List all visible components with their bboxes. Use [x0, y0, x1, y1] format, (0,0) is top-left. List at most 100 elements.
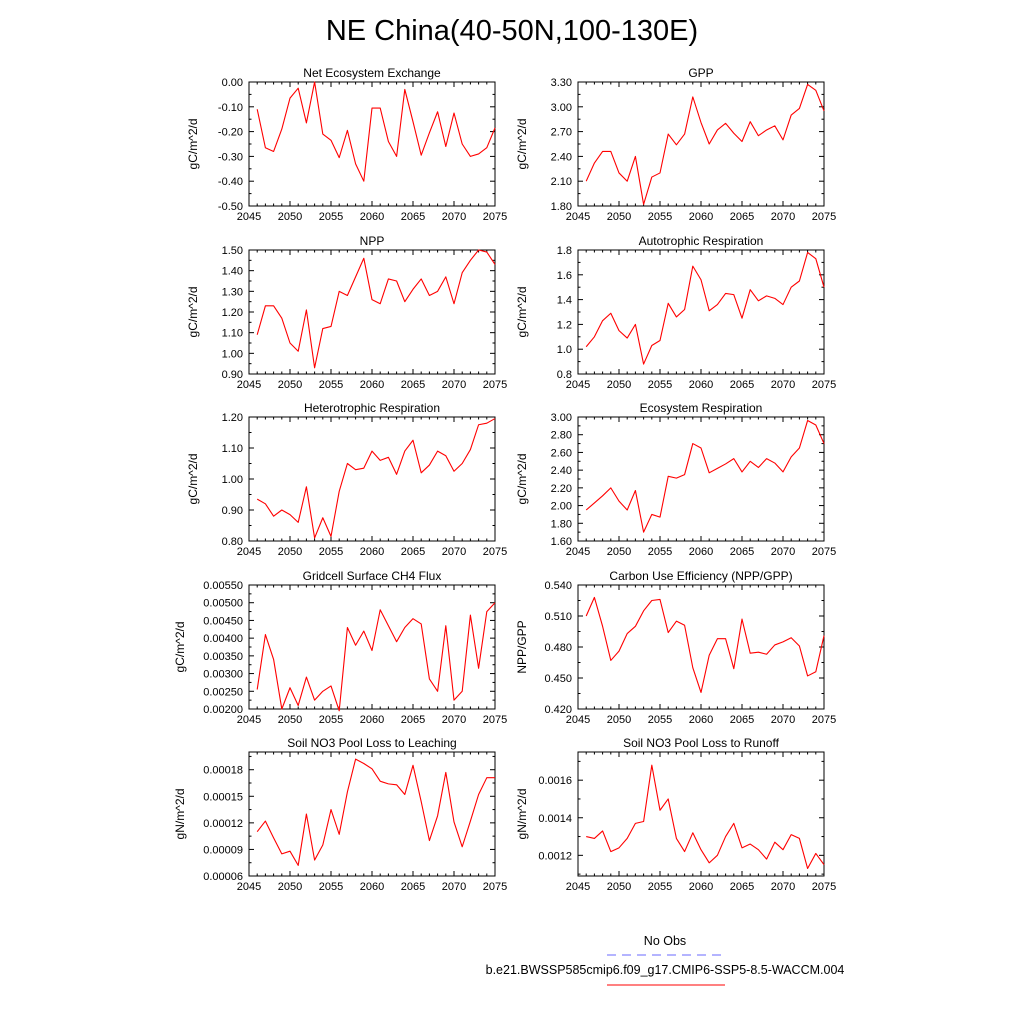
y-tick-label: 3.00	[551, 412, 572, 424]
y-tick-label: 2.10	[551, 176, 572, 188]
panel-soil-no3-pool-loss-to-leaching: Soil NO3 Pool Loss to Leaching gN/m^2/d 20…	[173, 736, 507, 893]
panel-title: Autotrophic Respiration	[639, 234, 764, 248]
x-tick-label: 2055	[648, 379, 672, 391]
x-tick-label: 2060	[689, 211, 713, 223]
x-tick-label: 2065	[730, 546, 754, 558]
y-tick-label: 0.00200	[203, 704, 243, 716]
x-tick-label: 2075	[812, 379, 836, 391]
y-tick-label: 1.0	[557, 344, 572, 356]
panel-npp: NPP gC/m^2/d 2045 2050 2055 2060 2065 2070 2075 0…	[186, 234, 507, 391]
y-axis-label: gN/m^2/d	[173, 789, 187, 840]
plot-frame	[577, 81, 825, 207]
y-tick-label: 0.00550	[203, 580, 243, 592]
y-tick-label: 0.510	[544, 611, 572, 623]
x-tick-label: 2045	[237, 379, 261, 391]
y-tick-label: 1.80	[551, 201, 572, 213]
y-tick-label: 0.00300	[203, 669, 243, 681]
x-tick-label: 2070	[442, 379, 466, 391]
x-tick-label: 2050	[278, 211, 302, 223]
x-tick-label: 2050	[607, 379, 631, 391]
x-tick-label: 2075	[812, 211, 836, 223]
y-tick-label: 1.6	[557, 270, 572, 282]
x-tick-label: 2075	[812, 546, 836, 558]
x-tick-label: 2075	[483, 379, 507, 391]
x-tick-label: 2075	[812, 714, 836, 726]
series-line-soil-no3-pool-loss-to-leaching	[256, 758, 495, 866]
legend-label-no-obs: No Obs	[644, 934, 686, 948]
y-tick-label: 0.450	[544, 673, 572, 685]
x-tick-label: 2050	[278, 379, 302, 391]
y-tick-label: -0.50	[218, 201, 243, 213]
x-tick-label: 2065	[401, 379, 425, 391]
y-tick-label: 2.60	[551, 447, 572, 459]
y-tick-label: 1.10	[222, 443, 243, 455]
x-tick-label: 2065	[730, 881, 754, 893]
panel-soil-no3-pool-loss-to-runoff: Soil NO3 Pool Loss to Runoff gN/m^2/d 2045…	[515, 736, 836, 893]
x-tick-label: 2055	[648, 546, 672, 558]
chart-panels: Net Ecosystem Exchange gC/m^2/d 2045 2050 20…	[173, 66, 836, 893]
plot-frame	[248, 249, 496, 375]
series-line-gpp	[585, 83, 825, 205]
panel-carbon-use-efficiency-npp-gpp: Carbon Use Efficiency (NPP/GPP) NPP/GPP 20…	[515, 569, 836, 726]
x-tick-label: 2060	[360, 546, 384, 558]
x-tick-label: 2045	[237, 881, 261, 893]
x-tick-label: 2070	[771, 546, 795, 558]
x-tick-label: 2065	[401, 211, 425, 223]
panel-ecosystem-respiration: Ecosystem Respiration gC/m^2/d 2045 2050 205…	[515, 401, 836, 558]
panel-title: NPP	[360, 234, 385, 248]
plot-frame	[577, 751, 825, 877]
y-tick-label: 0.80	[222, 536, 243, 548]
y-tick-label: 0.00009	[203, 844, 243, 856]
panel-title: Gridcell Surface CH4 Flux	[303, 569, 442, 583]
series-line-net-ecosystem-exchange	[256, 81, 496, 182]
y-tick-label: 0.420	[544, 704, 572, 716]
y-axis-label: gC/m^2/d	[173, 622, 187, 673]
series-line-heterotrophic-respiration	[256, 418, 496, 539]
x-tick-label: 2070	[442, 546, 466, 558]
y-axis-label: gC/m^2/d	[515, 454, 529, 505]
x-tick-label: 2045	[237, 714, 261, 726]
x-tick-label: 2075	[483, 881, 507, 893]
panel-title: Soil NO3 Pool Loss to Runoff	[623, 736, 780, 750]
x-tick-label: 2075	[483, 546, 507, 558]
series-line-npp	[256, 249, 496, 369]
series-line-carbon-use-efficiency-npp-gpp	[585, 596, 825, 694]
y-tick-label: 0.00350	[203, 651, 243, 663]
plot-frame	[248, 81, 496, 207]
series-line-soil-no3-pool-loss-to-runoff	[586, 764, 825, 870]
x-tick-label: 2060	[689, 546, 713, 558]
x-tick-label: 2070	[771, 379, 795, 391]
y-tick-label: 1.20	[222, 307, 243, 319]
y-tick-label: 3.30	[551, 77, 572, 89]
y-tick-label: 2.40	[551, 151, 572, 163]
x-tick-label: 2055	[319, 546, 343, 558]
x-tick-label: 2060	[360, 881, 384, 893]
x-tick-label: 2045	[237, 211, 261, 223]
x-tick-label: 2065	[401, 714, 425, 726]
y-tick-label: 1.4	[557, 295, 572, 307]
y-tick-label: 1.10	[222, 328, 243, 340]
panel-heterotrophic-respiration: Heterotrophic Respiration gC/m^2/d 2045 205…	[186, 401, 507, 558]
x-tick-label: 2065	[730, 379, 754, 391]
y-tick-label: 2.40	[551, 465, 572, 477]
x-tick-label: 2070	[771, 881, 795, 893]
y-tick-label: 0.0014	[538, 813, 572, 825]
y-tick-label: 1.00	[222, 348, 243, 360]
x-tick-label: 2055	[648, 714, 672, 726]
panel-autotrophic-respiration: Autotrophic Respiration gC/m^2/d 2045 2050 2…	[515, 234, 836, 391]
y-tick-label: 0.00	[222, 77, 243, 89]
x-tick-label: 2070	[442, 714, 466, 726]
x-tick-label: 2050	[607, 546, 631, 558]
series-line-gridcell-surface-ch4-flux	[256, 602, 496, 712]
x-tick-label: 2050	[607, 881, 631, 893]
x-tick-label: 2060	[689, 714, 713, 726]
y-tick-label: 0.00015	[203, 791, 243, 803]
y-tick-label: -0.20	[218, 127, 243, 139]
y-tick-label: 0.00012	[203, 818, 243, 830]
x-tick-label: 2045	[566, 546, 590, 558]
y-axis-label: gN/m^2/d	[515, 789, 529, 840]
plot-frame	[577, 249, 825, 375]
y-tick-label: 0.0012	[538, 850, 572, 862]
panel-title: Net Ecosystem Exchange	[303, 66, 441, 80]
